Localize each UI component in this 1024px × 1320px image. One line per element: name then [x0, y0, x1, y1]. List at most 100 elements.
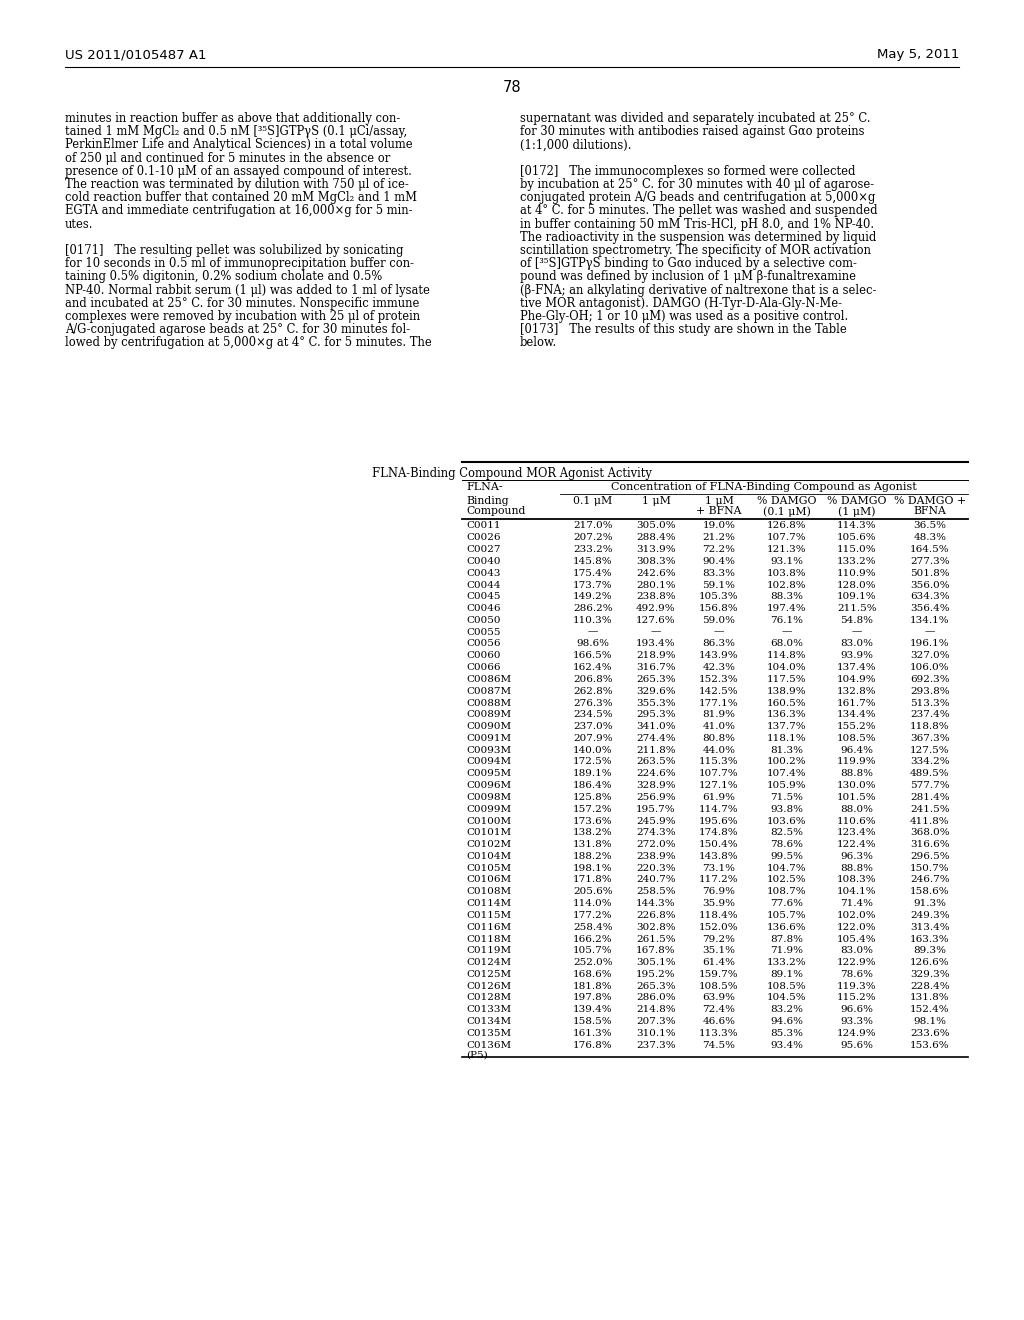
Text: 197.8%: 197.8% [573, 994, 612, 1002]
Text: 367.3%: 367.3% [910, 734, 950, 743]
Text: 226.8%: 226.8% [636, 911, 676, 920]
Text: and incubated at 25° C. for 30 minutes. Nonspecific immune: and incubated at 25° C. for 30 minutes. … [65, 297, 420, 310]
Text: 262.8%: 262.8% [573, 686, 612, 696]
Text: 316.6%: 316.6% [910, 840, 950, 849]
Text: PerkinElmer Life and Analytical Sciences) in a total volume: PerkinElmer Life and Analytical Sciences… [65, 139, 413, 152]
Text: 73.1%: 73.1% [702, 863, 735, 873]
Text: 88.8%: 88.8% [841, 863, 873, 873]
Text: 161.7%: 161.7% [838, 698, 877, 708]
Text: 302.8%: 302.8% [636, 923, 676, 932]
Text: 173.7%: 173.7% [573, 581, 612, 590]
Text: 211.5%: 211.5% [838, 605, 877, 612]
Text: 108.5%: 108.5% [767, 982, 807, 991]
Text: 118.1%: 118.1% [767, 734, 807, 743]
Text: 36.5%: 36.5% [913, 521, 946, 531]
Text: pound was defined by inclusion of 1 μM β-funaltrexamine: pound was defined by inclusion of 1 μM β… [520, 271, 856, 284]
Text: 167.8%: 167.8% [636, 946, 676, 956]
Text: tained 1 mM MgCl₂ and 0.5 nM [³⁵S]GTPγS (0.1 μCi/assay,: tained 1 mM MgCl₂ and 0.5 nM [³⁵S]GTPγS … [65, 125, 408, 139]
Text: 233.6%: 233.6% [910, 1028, 950, 1038]
Text: 224.6%: 224.6% [636, 770, 676, 779]
Text: presence of 0.1-10 μM of an assayed compound of interest.: presence of 0.1-10 μM of an assayed comp… [65, 165, 412, 178]
Text: 256.9%: 256.9% [636, 793, 676, 803]
Text: 91.3%: 91.3% [913, 899, 946, 908]
Text: 356.0%: 356.0% [910, 581, 950, 590]
Text: 61.9%: 61.9% [702, 793, 735, 803]
Text: 501.8%: 501.8% [910, 569, 950, 578]
Text: C0100M: C0100M [466, 817, 511, 825]
Text: —: — [925, 628, 935, 636]
Text: 107.7%: 107.7% [767, 533, 807, 543]
Text: 105.7%: 105.7% [573, 946, 612, 956]
Text: 258.5%: 258.5% [636, 887, 676, 896]
Text: 102.5%: 102.5% [767, 875, 807, 884]
Text: 136.3%: 136.3% [767, 710, 807, 719]
Text: % DAMGO: % DAMGO [758, 496, 817, 506]
Text: C0135M: C0135M [466, 1028, 511, 1038]
Text: C0094M: C0094M [466, 758, 511, 767]
Text: 114.0%: 114.0% [573, 899, 612, 908]
Text: C0105M: C0105M [466, 863, 511, 873]
Text: C0066: C0066 [466, 663, 501, 672]
Text: C0125M: C0125M [466, 970, 511, 979]
Text: 156.8%: 156.8% [699, 605, 738, 612]
Text: FLNA-: FLNA- [466, 482, 503, 492]
Text: 133.2%: 133.2% [767, 958, 807, 968]
Text: at 4° C. for 5 minutes. The pellet was washed and suspended: at 4° C. for 5 minutes. The pellet was w… [520, 205, 878, 218]
Text: 35.9%: 35.9% [702, 899, 735, 908]
Text: 89.1%: 89.1% [770, 970, 804, 979]
Text: 105.3%: 105.3% [699, 593, 738, 602]
Text: C0060: C0060 [466, 651, 501, 660]
Text: 104.1%: 104.1% [838, 887, 877, 896]
Text: C0045: C0045 [466, 593, 501, 602]
Text: 150.7%: 150.7% [910, 863, 950, 873]
Text: C0115M: C0115M [466, 911, 511, 920]
Text: 137.4%: 137.4% [838, 663, 877, 672]
Text: 87.8%: 87.8% [770, 935, 804, 944]
Text: 90.4%: 90.4% [702, 557, 735, 566]
Text: 634.3%: 634.3% [910, 593, 950, 602]
Text: 115.3%: 115.3% [699, 758, 738, 767]
Text: 105.7%: 105.7% [767, 911, 807, 920]
Text: 237.3%: 237.3% [636, 1040, 676, 1049]
Text: A/G-conjugated agarose beads at 25° C. for 30 minutes fol-: A/G-conjugated agarose beads at 25° C. f… [65, 323, 411, 337]
Text: below.: below. [520, 337, 557, 350]
Text: 71.4%: 71.4% [841, 899, 873, 908]
Text: (β-FNA; an alkylating derivative of naltrexone that is a selec-: (β-FNA; an alkylating derivative of nalt… [520, 284, 877, 297]
Text: 108.5%: 108.5% [838, 734, 877, 743]
Text: 195.7%: 195.7% [636, 805, 676, 813]
Text: 218.9%: 218.9% [636, 651, 676, 660]
Text: 102.8%: 102.8% [767, 581, 807, 590]
Text: BFNA: BFNA [913, 506, 946, 516]
Text: of [³⁵S]GTPγS binding to Gαo induced by a selective com-: of [³⁵S]GTPγS binding to Gαo induced by … [520, 257, 857, 271]
Text: 313.4%: 313.4% [910, 923, 950, 932]
Text: C0119M: C0119M [466, 946, 511, 956]
Text: 74.5%: 74.5% [702, 1040, 735, 1049]
Text: 114.8%: 114.8% [767, 651, 807, 660]
Text: 316.7%: 316.7% [636, 663, 676, 672]
Text: 175.4%: 175.4% [573, 569, 612, 578]
Text: 162.4%: 162.4% [573, 663, 612, 672]
Text: 136.6%: 136.6% [767, 923, 807, 932]
Text: 195.2%: 195.2% [636, 970, 676, 979]
Text: 126.8%: 126.8% [767, 521, 807, 531]
Text: 161.3%: 161.3% [573, 1028, 612, 1038]
Text: 140.0%: 140.0% [573, 746, 612, 755]
Text: (P5): (P5) [466, 1051, 487, 1059]
Text: 313.9%: 313.9% [636, 545, 676, 554]
Text: C0133M: C0133M [466, 1006, 511, 1014]
Text: FLNA-Binding Compound MOR Agonist Activity: FLNA-Binding Compound MOR Agonist Activi… [372, 467, 652, 480]
Text: C0050: C0050 [466, 616, 501, 624]
Text: 272.0%: 272.0% [636, 840, 676, 849]
Text: 93.1%: 93.1% [770, 557, 804, 566]
Text: 63.9%: 63.9% [702, 994, 735, 1002]
Text: 186.4%: 186.4% [573, 781, 612, 791]
Text: 174.8%: 174.8% [699, 829, 738, 837]
Text: C0096M: C0096M [466, 781, 511, 791]
Text: 82.5%: 82.5% [770, 829, 804, 837]
Text: 122.4%: 122.4% [838, 840, 877, 849]
Text: 114.7%: 114.7% [699, 805, 738, 813]
Text: 46.6%: 46.6% [702, 1018, 735, 1026]
Text: 334.2%: 334.2% [910, 758, 950, 767]
Text: 577.7%: 577.7% [910, 781, 950, 791]
Text: C0088M: C0088M [466, 698, 511, 708]
